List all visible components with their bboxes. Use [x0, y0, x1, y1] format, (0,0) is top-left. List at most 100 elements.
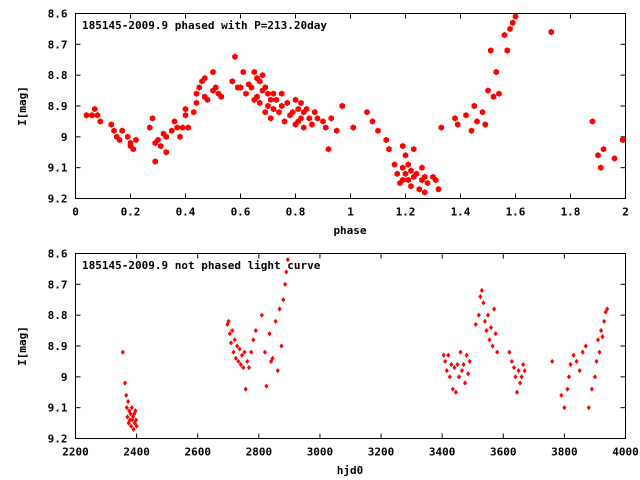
- unphased-chart-title: 185145-2009.9 not phased light curve: [82, 259, 321, 272]
- phased-data-point: [190, 108, 197, 116]
- phased-data-point: [193, 90, 200, 97]
- phased-data-point: [212, 84, 219, 91]
- unphased-y-tick-label: 8.8: [48, 309, 68, 322]
- unphased-data-point: [473, 321, 478, 328]
- phased-data-point: [452, 115, 458, 122]
- unphased-x-tick-label: 2200: [62, 446, 89, 459]
- unphased-y-tick-label: 9: [61, 371, 68, 384]
- unphased-data-point: [516, 368, 521, 374]
- unphased-plot-frame: [75, 253, 626, 439]
- unphased-data-point: [233, 355, 238, 361]
- phased-y-tick-label: 8.8: [48, 69, 68, 82]
- unphased-data-points: [120, 257, 610, 432]
- phased-data-point: [240, 68, 247, 76]
- unphased-data-point: [519, 374, 524, 380]
- unphased-data-point: [513, 374, 518, 380]
- phased-data-point: [248, 84, 255, 91]
- unphased-data-point: [124, 392, 129, 398]
- phased-data-point: [295, 105, 302, 113]
- phased-data-point: [149, 115, 156, 122]
- unphased-data-point: [511, 364, 517, 371]
- phased-data-point: [130, 145, 137, 153]
- unphased-data-point: [568, 361, 573, 368]
- phased-data-point: [182, 105, 189, 113]
- unphased-data-point: [262, 349, 268, 355]
- unphased-data-point: [238, 361, 243, 368]
- phased-data-point: [300, 124, 307, 131]
- unphased-data-point: [466, 371, 471, 377]
- phased-data-point: [350, 124, 357, 131]
- unphased-data-point: [129, 405, 134, 411]
- unphased-data-point: [132, 420, 137, 426]
- unphased-data-point: [246, 364, 252, 371]
- phased-data-point: [182, 112, 189, 119]
- unphased-data-point: [453, 389, 458, 395]
- unphased-data-point: [446, 352, 451, 358]
- phased-data-point: [243, 90, 249, 97]
- unphased-data-point: [595, 337, 601, 343]
- phased-data-point: [369, 118, 376, 125]
- phased-data-point: [298, 99, 304, 107]
- unphased-data-point: [598, 327, 604, 334]
- unphased-data-point: [602, 318, 607, 324]
- phased-x-tick-label: 1: [347, 206, 354, 219]
- unphased-data-point: [509, 358, 514, 365]
- phased-data-points: [83, 13, 626, 196]
- phased-data-point: [493, 68, 500, 76]
- unphased-data-point: [492, 306, 497, 312]
- phased-data-point: [435, 186, 442, 193]
- phased-data-point: [289, 108, 296, 116]
- phased-data-point: [402, 170, 409, 178]
- unphased-data-point: [283, 281, 288, 287]
- unphased-data-point: [232, 337, 237, 343]
- unphased-data-point: [571, 352, 576, 358]
- unphased-data-point: [605, 306, 610, 312]
- phased-data-point: [383, 136, 390, 144]
- unphased-data-point: [131, 426, 136, 432]
- phased-data-point: [394, 170, 401, 178]
- unphased-data-point: [521, 361, 526, 368]
- phased-data-point: [265, 90, 271, 97]
- unphased-data-point: [467, 358, 472, 365]
- unphased-data-point: [122, 380, 128, 386]
- phased-data-point: [314, 115, 321, 122]
- phased-x-tick-label: 1.4: [451, 206, 471, 219]
- phased-data-point: [94, 112, 101, 119]
- phased-x-tick-label: 0: [72, 206, 79, 219]
- phased-data-point: [333, 127, 340, 134]
- unphased-data-point: [128, 411, 133, 417]
- phased-data-point: [83, 112, 90, 119]
- unphased-data-point: [235, 343, 240, 349]
- phased-y-axis-label: I[mag]: [16, 86, 29, 126]
- phased-data-point: [339, 102, 346, 110]
- unphased-axis-ticks: 2200 2400 2600 2800 3000 3200 3400 3600 3800 4000…: [48, 248, 639, 459]
- phased-data-point: [259, 71, 266, 79]
- phased-x-tick-label: 0.6: [231, 206, 251, 219]
- phased-data-point: [485, 87, 491, 94]
- unphased-chart: 2200 2400 2600 2800 3000 3200 3400 3600 3800 4000…: [16, 248, 639, 478]
- phased-data-point: [306, 115, 313, 122]
- unphased-data-point: [580, 349, 585, 355]
- phased-data-point: [611, 155, 618, 162]
- unphased-data-point: [577, 368, 582, 374]
- phased-data-point: [163, 133, 170, 141]
- unphased-x-tick-label: 3200: [368, 446, 395, 459]
- unphased-data-point: [597, 349, 602, 355]
- unphased-data-point: [228, 340, 234, 346]
- phased-x-tick-label: 0.4: [176, 206, 196, 219]
- phased-data-point: [157, 142, 164, 150]
- unphased-data-point: [522, 368, 527, 374]
- unphased-data-point: [273, 318, 278, 324]
- unphased-x-tick-label: 2400: [123, 446, 150, 459]
- phased-x-tick-label: 0.2: [121, 206, 141, 219]
- phased-data-point: [155, 136, 161, 144]
- unphased-data-point: [507, 349, 512, 355]
- phased-data-point: [251, 68, 258, 76]
- unphased-data-point: [443, 358, 448, 365]
- phased-data-point: [133, 136, 139, 144]
- unphased-data-point: [275, 368, 280, 374]
- unphased-data-point: [129, 423, 134, 429]
- phased-data-point: [218, 93, 225, 100]
- unphased-data-point: [251, 337, 256, 343]
- phased-data-point: [487, 47, 494, 54]
